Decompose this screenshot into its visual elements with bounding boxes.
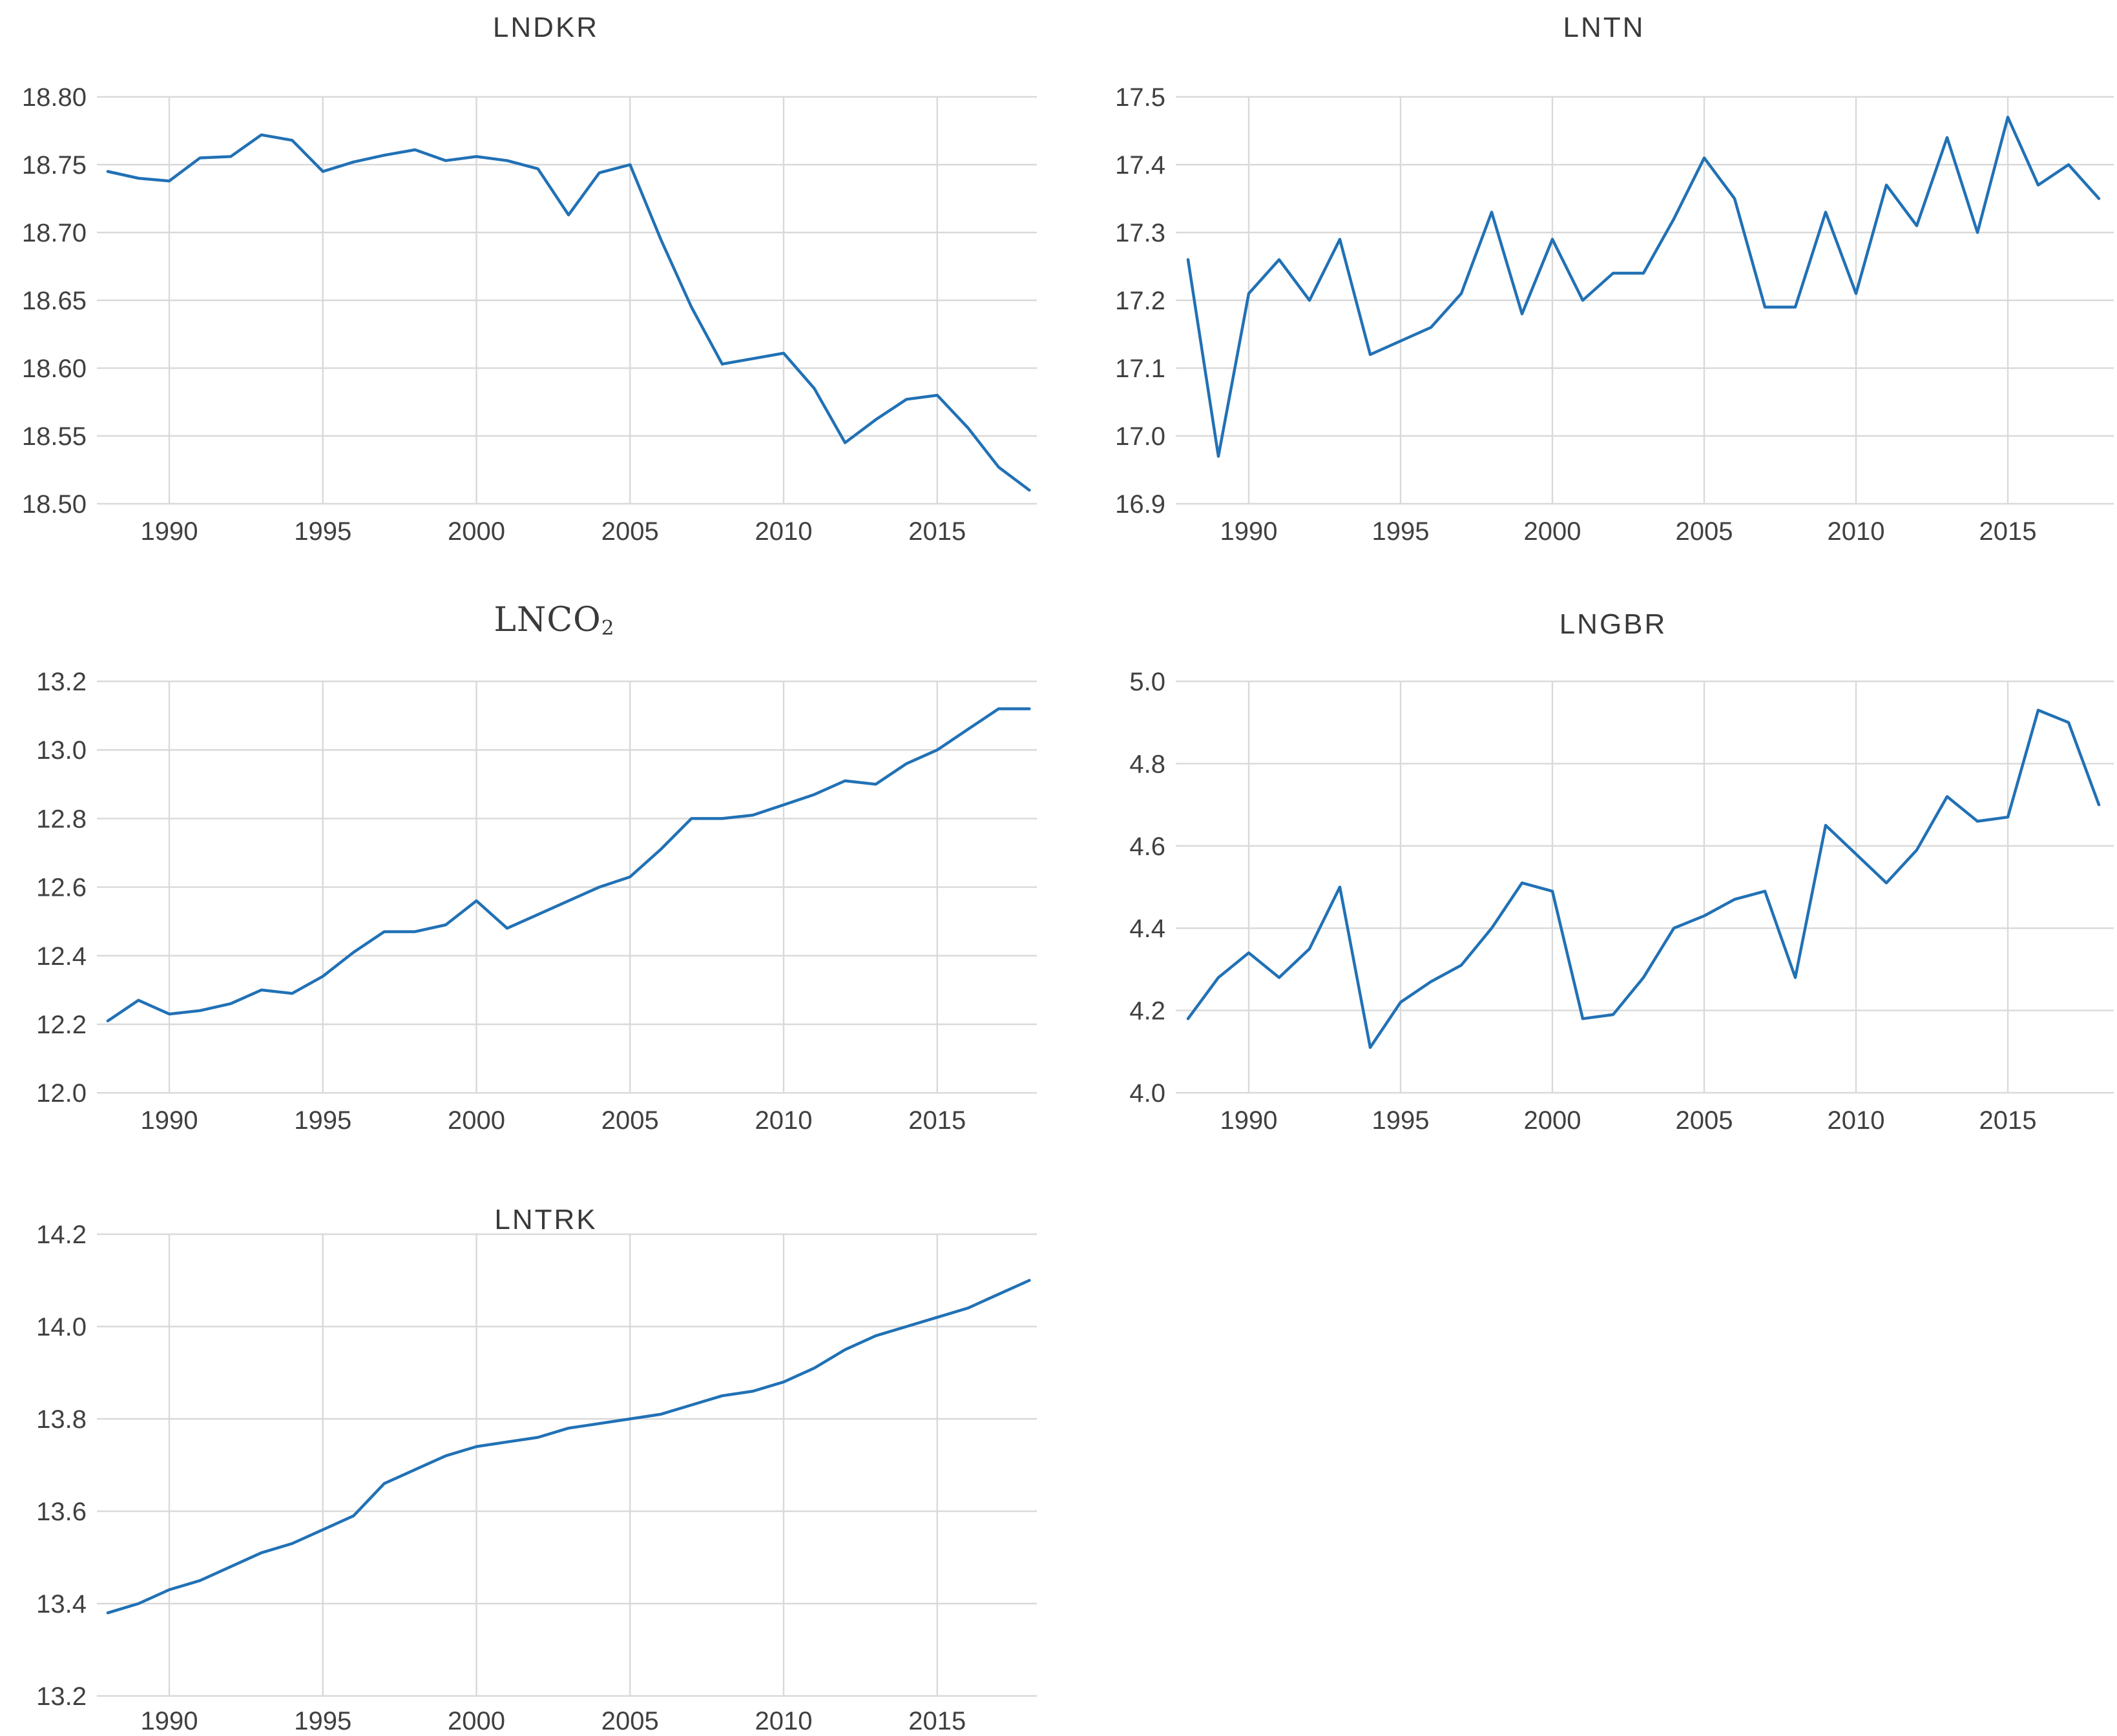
y-tick-label: 13.2 [36,1682,87,1711]
series-line [106,1279,1031,1615]
x-tick-label: 2015 [1979,517,2037,546]
x-tick-label: 2010 [755,1707,813,1735]
y-tick-label: 12.4 [36,942,87,971]
x-tick-label: 2000 [448,517,505,546]
chart-title-lnco2-subscript: 2 [601,616,615,640]
x-tick-label: 1995 [1372,1106,1430,1135]
y-tick-label: 12.2 [36,1011,87,1039]
y-tick-label: 12.8 [36,805,87,833]
y-tick-label: 17.5 [1115,83,1165,112]
x-tick-label: 2000 [1524,517,1581,546]
y-tick-label: 17.0 [1115,422,1165,451]
x-tick-label: 1995 [1372,517,1430,546]
x-tick-label: 2000 [448,1707,505,1735]
y-tick-label: 17.1 [1115,355,1165,383]
x-tick-label: 2005 [601,1707,659,1735]
y-tick-label: 4.2 [1129,997,1165,1026]
y-tick-label: 18.55 [22,422,87,451]
x-tick-label: 1990 [141,1707,198,1735]
y-tick-label: 18.70 [22,219,87,247]
lnco2-plot: 13.2 13.0 12.8 12.6 12.4 12.2 12.0 1990 1995 2000… [0,581,1059,1156]
chart-lntrk: 14.2 14.0 13.8 13.6 13.4 13.2 1990 1995 2000 2005… [0,1195,1059,1736]
series-line [106,707,1031,1022]
chart-title-lntn: LNTN [1563,12,1645,43]
y-tick-label: 12.0 [36,1079,87,1108]
chart-lngbr: 5.0 4.8 4.6 4.4 4.2 4.0 1990 1995 2000 2005 2010 20… [1059,581,2117,1156]
x-tick-label: 2010 [755,517,813,546]
x-tick-label: 2005 [1676,517,1733,546]
x-tick-label: 1990 [1220,1106,1278,1135]
x-tick-label: 2015 [908,1707,966,1735]
x-tick-label: 2000 [1524,1106,1581,1135]
y-tick-label: 16.9 [1115,490,1165,519]
x-tick-label: 2005 [1676,1106,1733,1135]
x-tick-label: 2010 [755,1106,813,1135]
x-tick-label: 1995 [294,1106,351,1135]
y-tick-label: 17.2 [1115,287,1165,315]
chart-title-lngbr: LNGBR [1559,608,1667,640]
x-tick-label: 1995 [294,517,351,546]
y-tick-label: 14.0 [36,1313,87,1341]
y-tick-label: 18.60 [22,355,87,383]
chart-title-lnco2: LNCO2 [494,601,614,640]
y-tick-label: 14.2 [36,1221,87,1249]
x-tick-label: 2015 [1979,1106,2037,1135]
chart-lntn: 17.5 17.4 17.3 17.2 17.1 17.0 16.9 1990 1995 2000… [1059,0,2117,568]
y-tick-label: 13.2 [36,668,87,696]
x-tick-label: 2010 [1828,517,1885,546]
lntrk-plot: 14.2 14.0 13.8 13.6 13.4 13.2 1990 1995 2000 2005… [0,1195,1059,1736]
y-tick-label: 5.0 [1129,668,1165,696]
x-tick-label: 2010 [1828,1106,1885,1135]
y-tick-label: 18.65 [22,287,87,315]
series-line [106,133,1031,492]
y-tick-label: 4.0 [1129,1079,1165,1108]
y-tick-label: 17.3 [1115,219,1165,247]
y-tick-label: 18.80 [22,83,87,112]
x-tick-label: 1990 [1220,517,1278,546]
lngbr-plot: 5.0 4.8 4.6 4.4 4.2 4.0 1990 1995 2000 2005 2010 20… [1059,581,2117,1156]
x-tick-label: 2015 [908,517,966,546]
y-tick-label: 13.0 [36,736,87,765]
y-tick-label: 13.6 [36,1498,87,1526]
chart-title-lndkr: LNDKR [492,12,600,43]
x-tick-label: 1990 [141,517,198,546]
y-tick-label: 17.4 [1115,151,1165,180]
lndkr-plot: 18.80 18.75 18.70 18.65 18.60 18.55 18.50 1990 1… [0,0,1059,568]
chart-title-lnco2-main: LNCO [494,601,601,639]
x-tick-label: 1990 [141,1106,198,1135]
series-line [1186,116,2101,458]
x-tick-label: 2000 [448,1106,505,1135]
chart-lnco2: 13.2 13.0 12.8 12.6 12.4 12.2 12.0 1990 1995 2000… [0,581,1059,1156]
x-tick-label: 2005 [601,1106,659,1135]
y-tick-label: 18.50 [22,490,87,519]
y-tick-label: 13.4 [36,1590,87,1618]
y-tick-label: 18.75 [22,151,87,180]
y-tick-label: 12.6 [36,874,87,902]
series-line [1186,708,2101,1049]
x-tick-label: 1995 [294,1707,351,1735]
x-tick-label: 2015 [908,1106,966,1135]
x-tick-label: 2005 [601,517,659,546]
y-tick-label: 4.6 [1129,832,1165,861]
lntn-plot: 17.5 17.4 17.3 17.2 17.1 17.0 16.9 1990 1995 2000… [1059,0,2117,568]
chart-lndkr: 18.80 18.75 18.70 18.65 18.60 18.55 18.50 1990 1… [0,0,1059,568]
y-tick-label: 4.8 [1129,750,1165,778]
y-tick-label: 4.4 [1129,914,1165,943]
y-tick-label: 13.8 [36,1405,87,1434]
chart-title-lntrk: LNTRK [494,1204,598,1235]
